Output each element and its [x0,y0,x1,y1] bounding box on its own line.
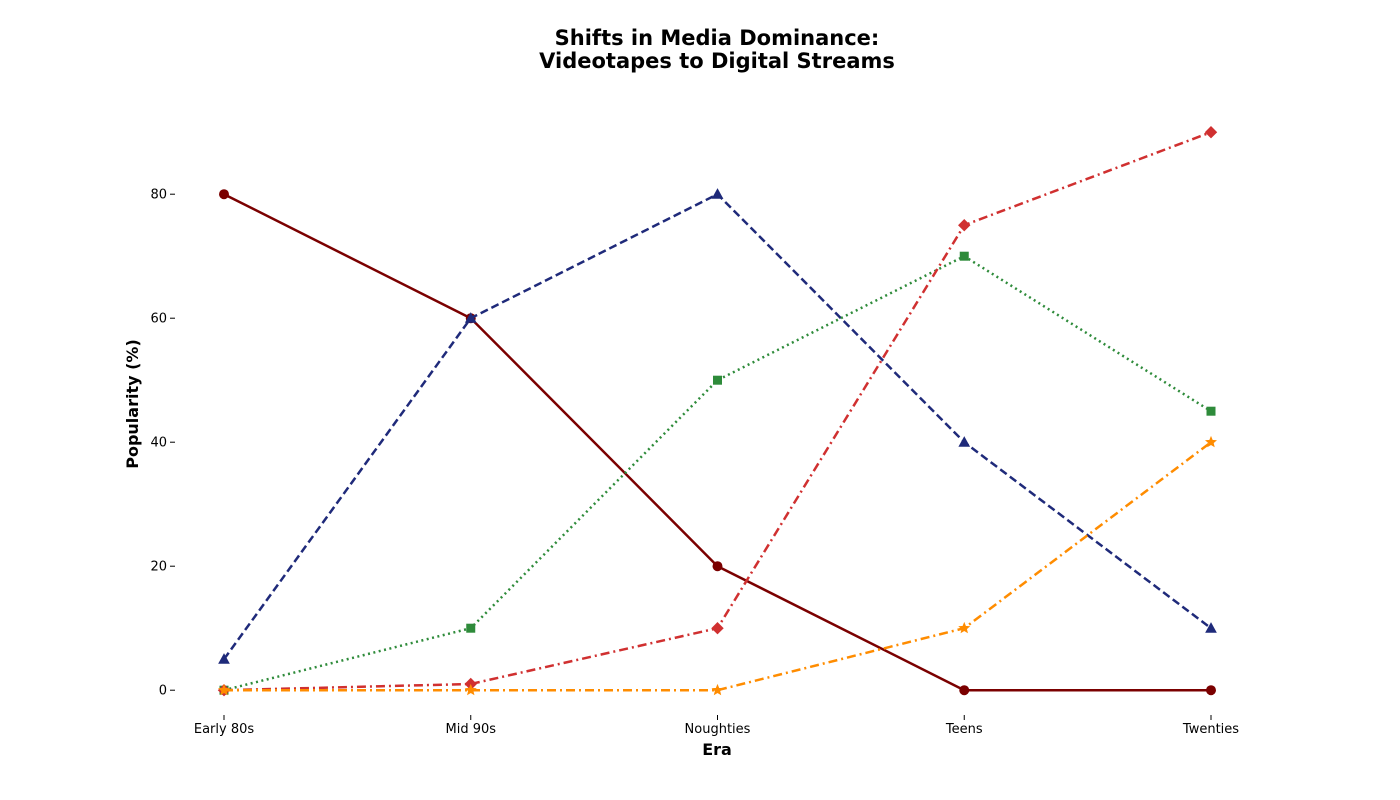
y-tick-label: 0 [159,684,167,699]
data-point-circle [1206,685,1216,696]
data-point-circle [712,561,723,572]
data-point-triangle [218,653,230,664]
y-tick-label: 80 [150,188,167,203]
data-point-diamond [958,218,971,232]
y-tick-label: 20 [150,560,167,575]
series-4 [217,125,1218,697]
series-line [222,192,1212,660]
data-point-circle [959,685,970,696]
data-point-star [958,621,971,634]
x-tick-label: Noughties [685,722,751,737]
data-point-square [1206,406,1216,416]
y-axis-label: Popularity (%) [123,339,142,469]
data-point-square [959,251,969,261]
data-point-diamond [711,621,724,635]
x-axis-label: Era [702,740,732,759]
data-point-star [218,683,230,696]
series-5 [218,435,1217,696]
series-line [223,193,1211,692]
x-axis: Early 80s Mid 90s Noughties Teens Twenties [194,715,1239,737]
data-point-square [713,375,722,385]
series-line [224,441,1212,692]
series-1 [219,189,1216,696]
chart-title-line-1: Shifts in Media Dominance: [555,26,880,50]
y-tick-label: 60 [150,312,167,327]
data-point-triangle [464,312,477,323]
data-point-star [711,683,724,696]
data-point-circle [219,189,229,200]
series-2 [218,188,1217,664]
series-layer [217,125,1218,697]
data-point-diamond [1204,125,1218,139]
data-point-triangle [1205,622,1217,633]
x-tick-label: Twenties [1182,722,1239,737]
series-line [223,131,1212,692]
x-tick-label: Mid 90s [445,722,496,737]
data-point-star [1205,435,1217,448]
y-axis: 0 20 40 60 80 [150,188,175,699]
x-tick-label: Teens [945,722,983,737]
data-point-square [466,623,476,633]
data-point-star [464,683,477,696]
y-tick-label: 40 [150,436,167,451]
x-tick-label: Early 80s [194,722,255,737]
chart-title-line-2: Videotapes to Digital Streams [539,49,895,73]
data-point-triangle [711,188,724,199]
data-point-triangle [958,436,971,447]
